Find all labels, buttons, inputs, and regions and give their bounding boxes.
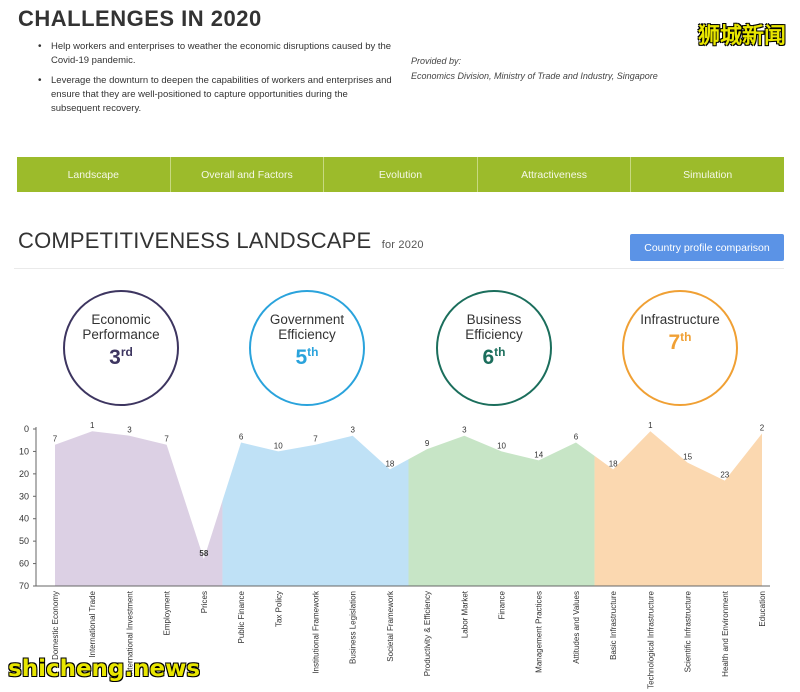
data-label: 14 <box>534 450 543 459</box>
x-category-label: Domestic Economy <box>51 591 60 660</box>
challenge-item: Leverage the downturn to deepen the capa… <box>38 74 398 116</box>
area-infrastructure <box>594 431 762 586</box>
tab-overall-and-factors[interactable]: Overall and Factors <box>171 157 325 192</box>
x-category-label: Business Legislation <box>349 591 358 664</box>
data-label: 10 <box>497 441 506 450</box>
y-tick-label: 60 <box>19 559 29 569</box>
y-tick-label: 0 <box>24 424 29 434</box>
data-label: 3 <box>127 426 132 435</box>
data-label: 2 <box>760 423 765 432</box>
y-tick-label: 30 <box>19 491 29 501</box>
y-tick-label: 70 <box>19 581 29 591</box>
provided-by-label: Provided by: <box>411 56 462 66</box>
factor-rank-suffix: th <box>494 345 506 359</box>
x-category-label: Employment <box>163 590 172 635</box>
area-economic-performance <box>55 431 223 586</box>
landscape-title: COMPETITIVENESS LANDSCAPE <box>18 228 372 253</box>
challenges-list: Help workers and enterprises to weather … <box>38 40 398 122</box>
x-category-label: Management Practices <box>535 591 544 673</box>
factor-rank-suffix: rd <box>120 345 133 359</box>
factor-circle-infrastructure: Infrastructure 7th <box>622 290 738 406</box>
factor-label: Government Efficiency <box>269 312 345 342</box>
x-category-label: Scientific Infrastructure <box>684 590 693 672</box>
data-label: 7 <box>53 435 58 444</box>
tab-evolution[interactable]: Evolution <box>324 157 478 192</box>
factor-label: Economic Performance <box>82 312 160 342</box>
x-category-label: Public Finance <box>237 590 246 643</box>
data-label: 23 <box>720 471 729 480</box>
country-profile-comparison-button[interactable]: Country profile comparison <box>630 234 784 261</box>
x-category-label: Technological Infrastructure <box>646 590 655 688</box>
x-category-label: International Trade <box>88 590 97 657</box>
x-category-label: Productivity & Efficiency <box>423 591 432 676</box>
factor-rank: 7th <box>624 330 736 355</box>
data-label: 15 <box>683 453 692 462</box>
x-category-label: Tax Policy <box>274 591 283 627</box>
data-label: 6 <box>574 432 579 441</box>
factor-circle-government-efficiency: Government Efficiency 5th <box>249 290 365 406</box>
x-category-label: Prices <box>200 591 209 613</box>
data-label: 18 <box>385 459 394 468</box>
y-tick-label: 50 <box>19 536 29 546</box>
y-tick-label: 10 <box>19 446 29 456</box>
data-label: 7 <box>164 435 169 444</box>
data-label: 3 <box>350 426 355 435</box>
x-category-label: Education <box>758 591 767 627</box>
data-label: 6 <box>239 432 244 441</box>
data-label: 7 <box>313 435 318 444</box>
challenge-item: Help workers and enterprises to weather … <box>38 40 398 68</box>
x-category-label: Basic Infrastructure <box>609 590 618 659</box>
provided-by-source: Economics Division, Ministry of Trade an… <box>411 71 658 81</box>
data-label: 1 <box>648 421 653 430</box>
data-label: 58 <box>199 549 208 558</box>
data-label: 10 <box>274 441 283 450</box>
landscape-subtitle: for 2020 <box>381 239 424 251</box>
factor-circle-economic-performance: Economic Performance 3rd <box>63 290 179 406</box>
tab-simulation[interactable]: Simulation <box>683 168 733 181</box>
x-category-label: Finance <box>498 590 507 619</box>
y-tick-label: 20 <box>19 469 29 479</box>
y-tick-label: 40 <box>19 514 29 524</box>
area-government-efficiency <box>222 435 409 586</box>
x-category-label: Institutional Framework <box>311 590 320 674</box>
factor-rank-number: 3 <box>109 346 121 369</box>
x-category-label: Health and Environment <box>721 590 730 677</box>
x-category-label: Attitudes and Values <box>572 591 581 664</box>
data-label: 1 <box>90 421 95 430</box>
section-nav: Landscape Overall and Factors Evolution … <box>17 157 784 192</box>
factor-circle-business-efficiency: Business Efficiency 6th <box>436 290 552 406</box>
watermark-top: 狮城新闻 <box>697 24 786 49</box>
area-business-efficiency <box>408 435 595 586</box>
watermark-bottom: shicheng.news <box>8 656 201 682</box>
tab-landscape[interactable]: Landscape <box>17 157 171 192</box>
factor-rank-suffix: th <box>680 330 692 344</box>
data-label: 3 <box>462 426 467 435</box>
factor-rank: 5th <box>251 345 363 370</box>
tab-attractiveness[interactable]: Attractiveness <box>478 157 632 192</box>
factor-rank-number: 5 <box>295 346 308 369</box>
factor-rank-number: 7 <box>668 331 681 354</box>
factor-rank-number: 6 <box>482 346 495 369</box>
provided-by: Provided by: Economics Division, Ministr… <box>411 54 658 84</box>
x-category-label: Societal Framework <box>386 590 395 662</box>
data-label: 9 <box>425 439 430 448</box>
factor-rank-suffix: th <box>307 345 319 359</box>
factor-label: Infrastructure <box>640 312 720 327</box>
x-category-label: Labor Market <box>460 590 469 638</box>
x-category-label: International Investment <box>125 590 134 676</box>
factor-rank: 6th <box>438 345 550 370</box>
data-label: 18 <box>609 459 618 468</box>
landscape-heading: COMPETITIVENESS LANDSCAPE for 2020 <box>18 228 424 254</box>
divider <box>14 268 784 269</box>
factor-label: Business Efficiency <box>465 312 523 342</box>
factor-rank: 3rd <box>65 345 177 370</box>
challenges-title: CHALLENGES IN 2020 <box>18 6 262 31</box>
competitiveness-area-chart: 0 10 20 30 40 50 60 70 7 1 3 7 58 6 10 7 3 18 9 3 10 14 6 18 1 15… <box>19 421 770 689</box>
